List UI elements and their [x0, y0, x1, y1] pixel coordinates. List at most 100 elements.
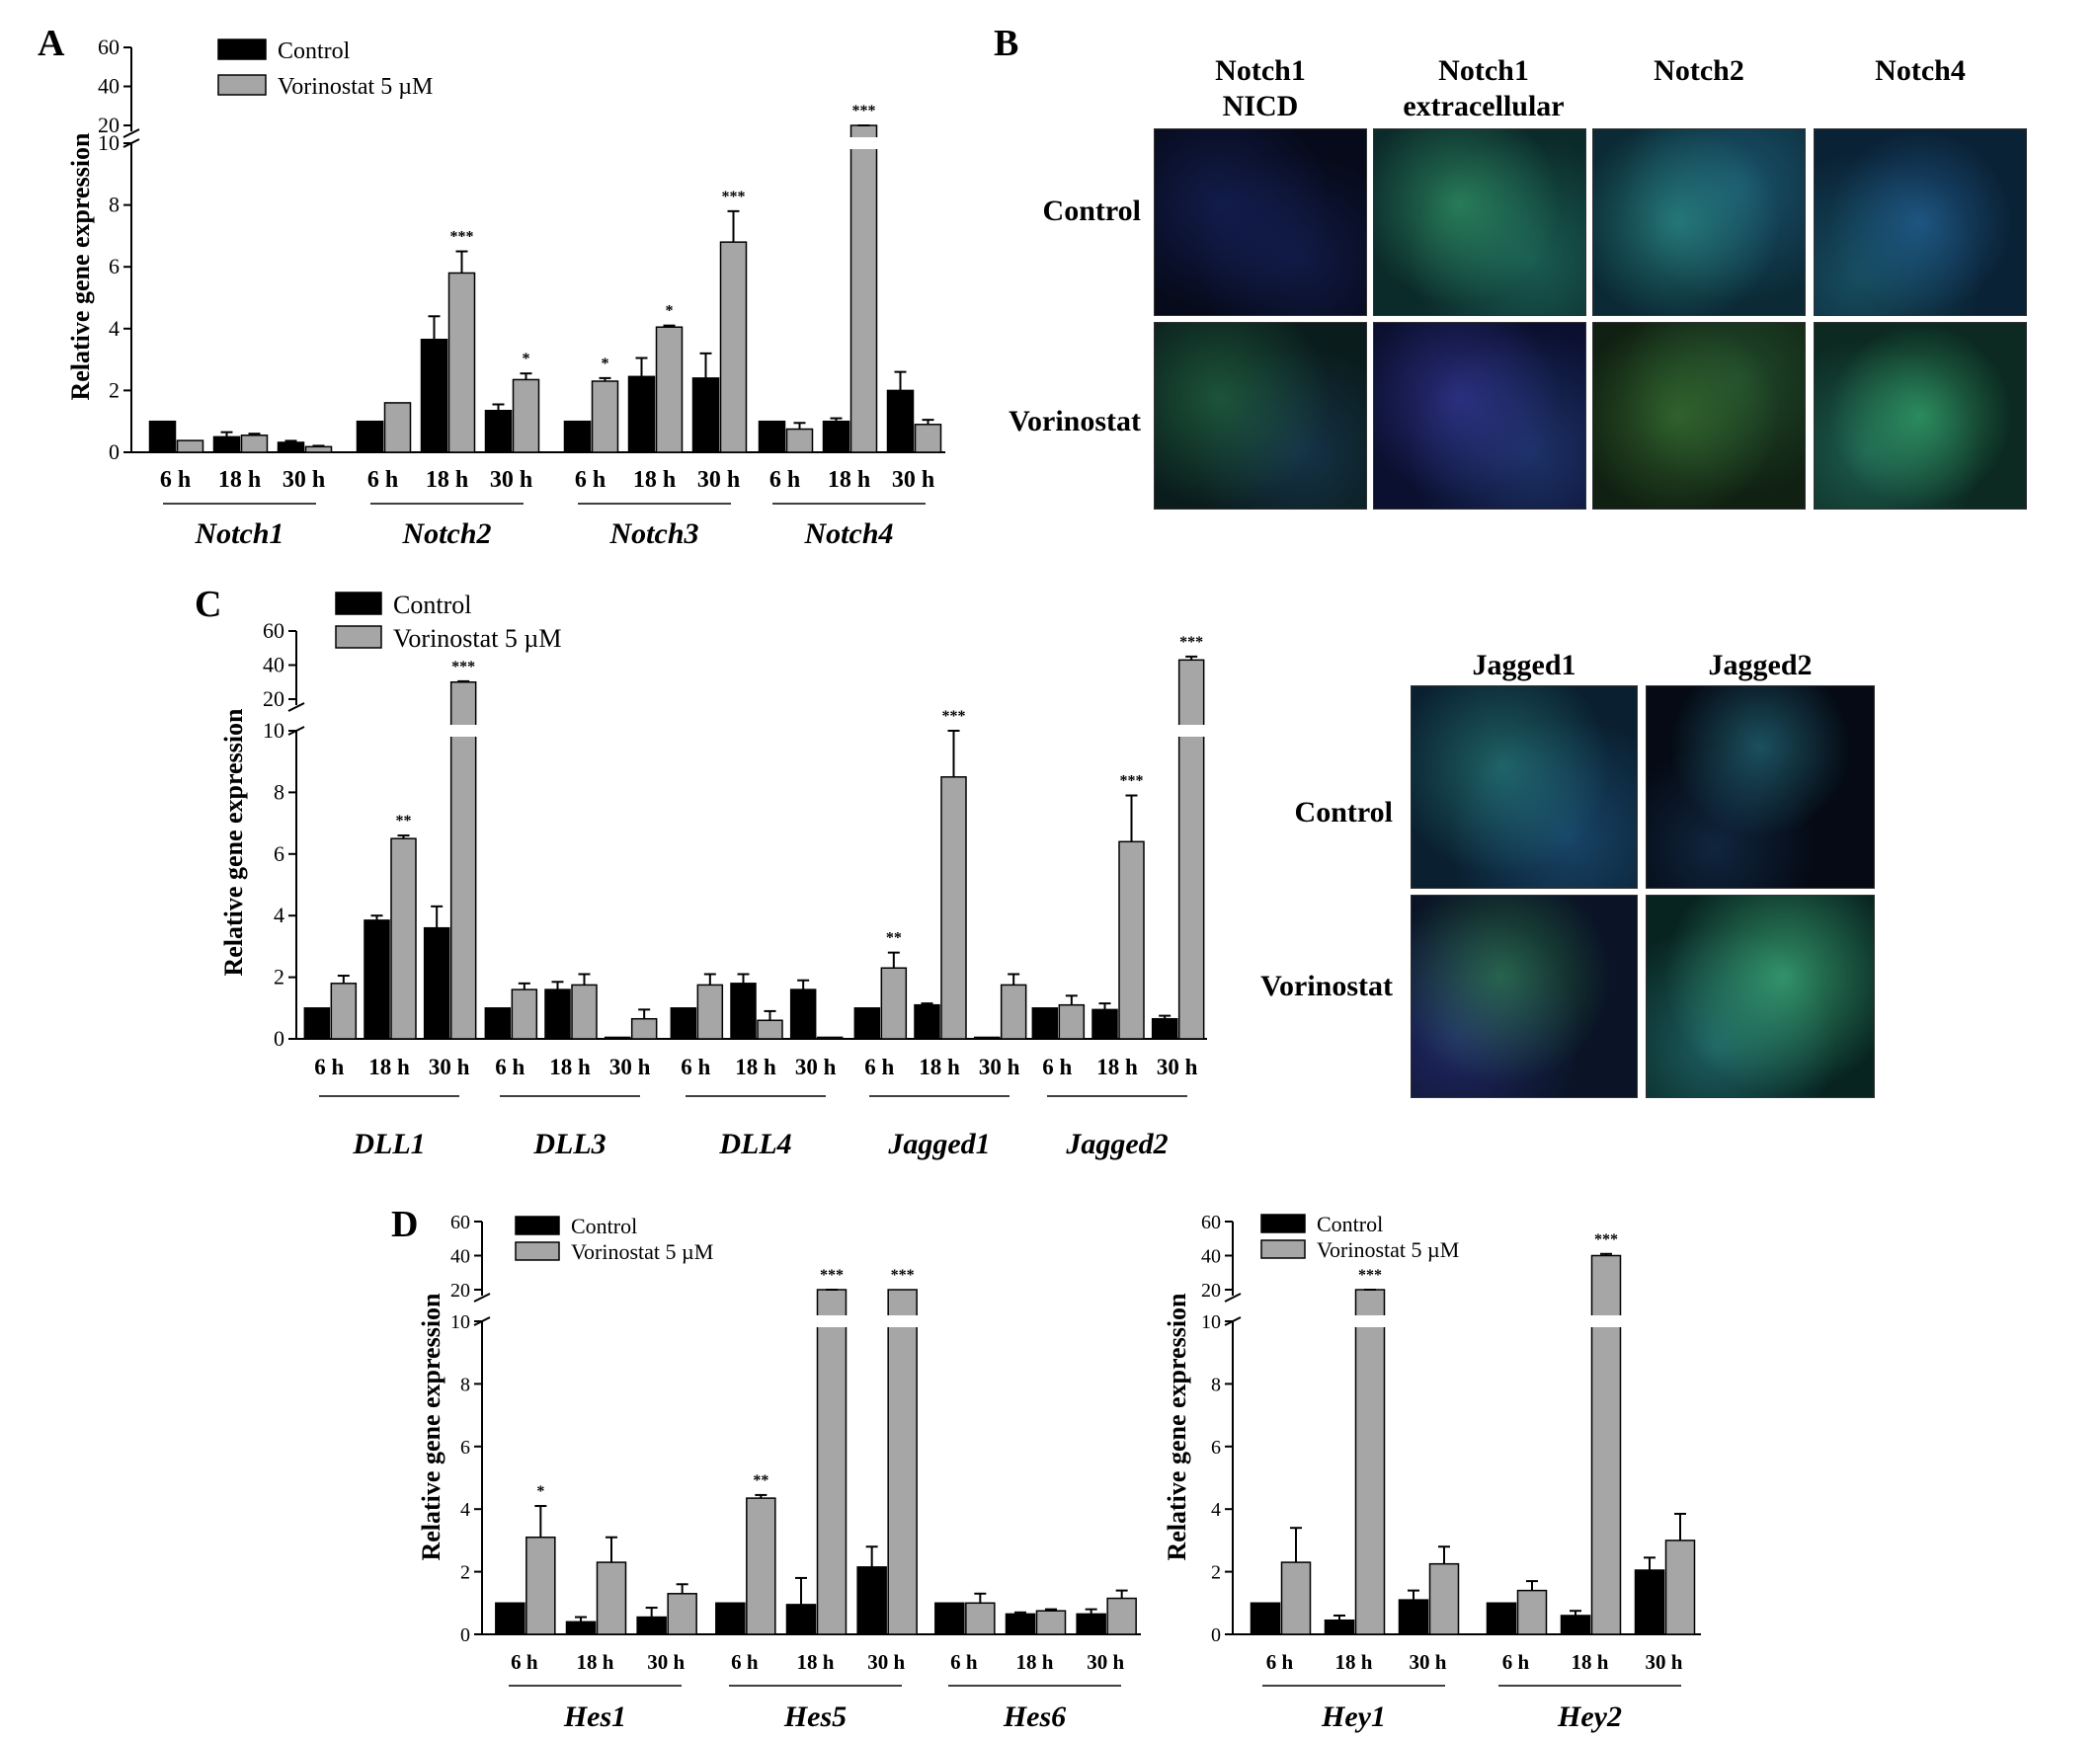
x-tick-label: 18 h: [1016, 1650, 1054, 1674]
bar-control: [356, 420, 384, 453]
x-tick-label: 30 h: [490, 467, 532, 493]
significance-marker: ***: [942, 708, 966, 725]
legend-swatch-treated: [1260, 1239, 1306, 1259]
legend-label-treated: Vorinostat 5 µM: [278, 74, 433, 100]
x-tick-label: 30 h: [283, 467, 325, 493]
bar-treated: [719, 241, 748, 453]
bar-control: [1091, 1008, 1118, 1040]
bar-treated: [880, 967, 908, 1040]
gene-group-label: Notch1: [195, 517, 284, 550]
chart-panel-c: 0 2 4 6 8 10 20 40 60 Relative gene expression Con…: [219, 591, 1207, 1160]
bar-control: [934, 1602, 965, 1635]
x-tick-label: 30 h: [1157, 1055, 1198, 1079]
significance-marker: ***: [451, 659, 475, 675]
bar-treated: [1354, 1289, 1386, 1635]
gene-group-label: DLL1: [352, 1128, 425, 1160]
gene-group-label: Notch2: [402, 517, 492, 550]
bar-control: [691, 377, 720, 453]
panel-letter-d: D: [391, 1204, 419, 1245]
y-tick-label: 4: [460, 1499, 470, 1521]
x-tick-label: 18 h: [426, 467, 468, 493]
y-tick-label: 0: [274, 1026, 284, 1051]
y-tick-label: 6: [460, 1437, 470, 1459]
y-tick-label: 2: [460, 1562, 470, 1584]
gene-group-label: Hes5: [783, 1700, 847, 1733]
bar-control: [1076, 1613, 1106, 1635]
bar-control: [277, 441, 305, 453]
micrograph-notch1-extracellular-control: [1373, 128, 1586, 316]
chart-panel-d-right: 0 2 4 6 8 10 20 40 60 Relative gene expression Con…: [1163, 1212, 1701, 1733]
bar-treated: [1106, 1597, 1137, 1635]
micrograph-jagged2-control: [1646, 685, 1875, 889]
panel-b-column-title: Notch4: [1875, 54, 1966, 87]
bar-treated: [1664, 1540, 1696, 1635]
micrograph-notch2-vorinostat: [1592, 322, 1806, 510]
legend-label-control: Control: [571, 1214, 637, 1238]
bar-break-gap: [815, 1315, 848, 1327]
legend-label-treated: Vorinostat 5 µM: [1317, 1237, 1459, 1262]
bar-treated: [525, 1536, 556, 1635]
bar-treated: [591, 380, 619, 453]
bar-break-gap: [1353, 1315, 1387, 1327]
bar-treated: [1035, 1610, 1067, 1635]
micrograph-notch2-control: [1592, 128, 1806, 316]
bar-control: [1486, 1602, 1517, 1635]
panel-b-column-title: Notch1 extracellular: [1403, 54, 1565, 122]
bar-treated: [746, 1497, 776, 1635]
gene-group-label: Jagged2: [1065, 1128, 1168, 1160]
x-tick-label: 18 h: [1572, 1650, 1609, 1674]
chart-panel-d-left: 0 2 4 6 8 10 20 40 60 Relative gene expression Con…: [417, 1212, 1141, 1733]
x-tick-label: 18 h: [919, 1055, 960, 1079]
x-tick-label: 18 h: [577, 1650, 614, 1674]
y-tick-label: 40: [263, 653, 284, 677]
micrograph-notch1-nicd-control: [1154, 128, 1367, 316]
x-tick-label: 6 h: [1266, 1650, 1294, 1674]
x-tick-label: 30 h: [795, 1055, 837, 1079]
bar-control: [423, 926, 450, 1040]
y-tick-label: 4: [109, 316, 120, 341]
bar-control: [1031, 1007, 1059, 1040]
significance-marker: *: [602, 356, 609, 372]
x-tick-label: 18 h: [828, 467, 870, 493]
bar-treated: [571, 984, 598, 1040]
x-tick-label: 30 h: [1646, 1650, 1683, 1674]
gene-group-label: Hes6: [1003, 1700, 1066, 1733]
panel-b-column-title: Notch2: [1654, 54, 1744, 87]
y-tick-label: 60: [1201, 1212, 1221, 1233]
bar-control: [212, 435, 241, 453]
bar-control: [789, 988, 817, 1040]
bar-control: [544, 988, 571, 1040]
gene-group-label: DLL4: [718, 1128, 791, 1160]
panel-b-row-label: Control: [1042, 195, 1141, 227]
bar-control: [973, 1036, 1001, 1040]
micrograph-jagged1-vorinostat: [1411, 895, 1638, 1098]
legend-swatch-control: [217, 39, 267, 60]
y-tick-label: 20: [1201, 1280, 1221, 1302]
bar-control: [604, 1036, 631, 1040]
panel-letter-c: C: [195, 584, 222, 625]
x-tick-label: 6 h: [864, 1055, 894, 1079]
gene-group-label: Hey1: [1321, 1700, 1386, 1733]
bar-treated: [816, 1289, 848, 1635]
micrograph-jagged1-control: [1411, 685, 1638, 889]
bar-treated: [390, 837, 417, 1040]
micrograph-notch4-vorinostat: [1814, 322, 2027, 510]
bar-control: [758, 420, 786, 453]
bar-control: [914, 1003, 940, 1040]
y-tick-label: 8: [460, 1374, 470, 1395]
y-tick-label: 2: [274, 965, 284, 989]
y-tick-label: 20: [98, 113, 120, 137]
gene-group-label: Jagged1: [887, 1128, 990, 1160]
bar-treated: [1280, 1561, 1312, 1635]
bar-control: [636, 1616, 667, 1635]
y-tick-label: 60: [263, 618, 284, 643]
significance-marker: ***: [820, 1267, 844, 1284]
bar-control: [886, 389, 915, 453]
legend-swatch-control: [335, 592, 382, 615]
gene-group-label: Hey2: [1557, 1700, 1622, 1733]
bar-control: [495, 1602, 525, 1635]
bar-control: [565, 1620, 597, 1635]
bar-control: [856, 1566, 887, 1635]
y-tick-label: 40: [1201, 1246, 1221, 1268]
